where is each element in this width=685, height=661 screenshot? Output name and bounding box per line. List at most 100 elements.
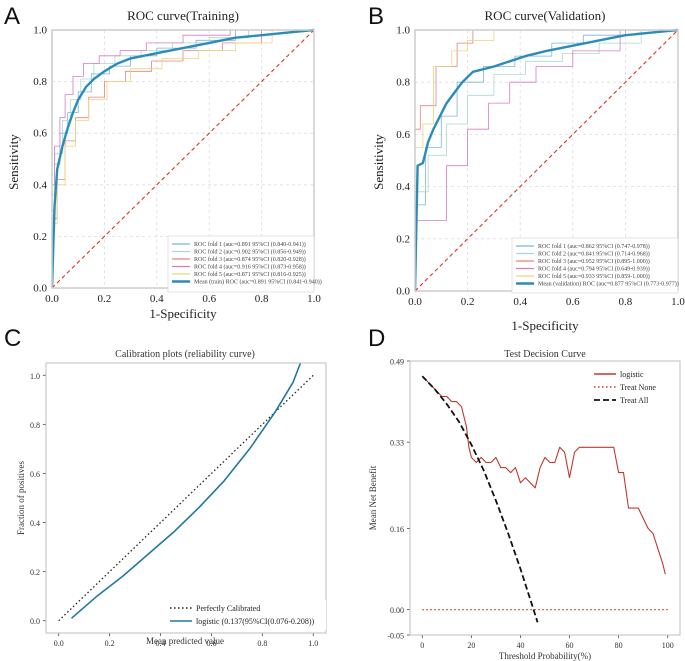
y-tick-label: 0.8: [396, 77, 410, 89]
y-axis-label: Sensitivity: [371, 134, 386, 190]
legend-label: Mean (validation) ROC (auc=0.877 95%CI (…: [538, 281, 679, 288]
x-tick-label: 0: [420, 641, 424, 650]
chart-title: ROC curve(Validation): [485, 8, 606, 23]
legend-label: ROC fold 2 (auc=0.841 95%CI (0.714-0.968…: [538, 251, 650, 258]
y-tick-label: 0.8: [30, 421, 40, 430]
y-tick-label: 0.4: [30, 519, 40, 528]
legend-label: Perfectly Calibrated: [196, 604, 260, 613]
x-tick-label: 1.0: [671, 296, 685, 308]
x-tick-label: 40: [516, 641, 524, 650]
x-tick-label: 0.6: [566, 296, 580, 308]
y-axis-label: Fraction of positives: [16, 461, 26, 535]
y-axis-label: Mean Net Benefit: [368, 465, 378, 530]
legend-label: Mean (train) ROC (auc=0.891 95%CI (0.841…: [194, 279, 322, 286]
y-tick-label: 0.8: [33, 76, 47, 88]
series-line-3: [52, 29, 314, 288]
panel-label-a: A: [4, 3, 20, 30]
series-line-5: [52, 28, 315, 289]
x-tick-label: 0.8: [257, 639, 267, 648]
x-tick-label: 0.4: [513, 296, 527, 308]
series-line-chance: [52, 29, 315, 289]
series-group: [58, 362, 314, 622]
chart-title: Test Decision Curve: [504, 349, 586, 360]
series-group: [421, 375, 668, 623]
y-tick-label: 0.0: [33, 283, 47, 295]
legend-label: ROC fold 1 (auc=0.891 95%CI (0.840-0.941…: [194, 241, 306, 248]
legend: ROC fold 1 (auc=0.891 95%CI (0.840-0.941…: [167, 235, 322, 293]
ticks: 0.0 0.2 0.4 0.6 0.8 1.0 0.0 0.2 0.4 0.6 0.8 1.0: [30, 372, 318, 648]
series-line-2: [421, 375, 539, 623]
legend-label: Treat None: [620, 383, 656, 392]
y-tick-label: 0.4: [33, 179, 47, 191]
y-tick-label: 0.0: [30, 617, 40, 626]
x-tick-label: 0.0: [408, 296, 422, 308]
y-tick-label: -0.05: [387, 632, 404, 641]
x-tick-label: 0.8: [255, 293, 269, 305]
y-tick-label: 0.2: [396, 233, 410, 245]
series-line-3: [415, 29, 678, 291]
series-group: [52, 28, 315, 289]
series-line-2: [52, 29, 314, 288]
y-tick-label: 1.0: [33, 25, 47, 37]
series-line-1: [415, 29, 678, 291]
y-axis-label: Sensitivity: [6, 134, 21, 190]
x-axis-label: 1-Specificity: [149, 306, 217, 321]
x-tick-label: 80: [615, 641, 623, 650]
series-line-1: [70, 362, 302, 619]
x-tick-label: 0.2: [105, 639, 115, 648]
y-tick-label: 0.49: [390, 358, 404, 367]
x-tick-label: 1.0: [308, 639, 318, 648]
series-group: [415, 28, 679, 292]
x-tick-label: 0.4: [156, 639, 166, 648]
panel-label-b: B: [368, 3, 384, 30]
y-tick-label: 0.4: [396, 181, 410, 193]
legend-label: ROC fold 4 (auc=0.794 95%CI (0.649-0.939…: [538, 266, 650, 273]
y-tick-label: 0.0: [396, 286, 410, 298]
legend-box: [511, 237, 679, 294]
y-tick-label: 0.16: [390, 525, 404, 534]
legend-label: ROC fold 2 (auc=0.902 95%CI (0.856-0.949…: [194, 249, 306, 256]
roc-training-chart: ROC curve(Training) 1-Specificity Sensit…: [6, 8, 322, 321]
ticks: 0.0 0.2 0.4 0.6 0.8 1.0 0.0 0.2 0.4 0.6 0.8 1.0: [33, 25, 321, 306]
x-tick-label: 0.2: [98, 293, 112, 305]
series-line-0: [415, 29, 678, 291]
x-tick-label: 0.6: [202, 293, 216, 305]
legend: ROC fold 1 (auc=0.862 95%CI (0.747-0.978…: [511, 237, 679, 294]
x-axis-label: Mean predicted value: [146, 636, 224, 646]
x-axis-label: Threshold Probability(%): [499, 651, 591, 661]
legend-label: logistic: [620, 370, 644, 379]
plot-frame: [409, 360, 681, 636]
series-line-5: [415, 28, 679, 292]
y-tick-label: 0.6: [396, 129, 410, 141]
ticks: 0.0 0.2 0.4 0.6 0.8 1.0 0.0 0.2 0.4 0.6 0.8 1.0: [396, 25, 685, 309]
x-tick-label: 0.0: [54, 639, 64, 648]
panel-label-d: D: [368, 325, 385, 352]
legend-label: ROC fold 3 (auc=0.952 95%CI (0.895-1.000…: [538, 258, 650, 265]
legend-label: ROC fold 5 (auc=0.933 95%CI (0.859-1.000…: [538, 273, 650, 280]
series-line-0: [421, 375, 666, 575]
y-tick-label: 1.0: [396, 25, 410, 37]
legend-box: [167, 235, 315, 293]
x-tick-label: 0.6: [206, 639, 216, 648]
x-tick-label: 1.0: [307, 293, 321, 305]
y-tick-label: 0.00: [390, 606, 404, 615]
legend-label: logistic (0.137(95%CI(0.076-0.208)): [196, 617, 315, 626]
legend-label: Treat All: [620, 396, 649, 405]
chart-title: ROC curve(Training): [127, 8, 239, 23]
legend-label: ROC fold 5 (auc=0.871 95%CI (0.816-0.925…: [194, 271, 306, 278]
plot-frame: [45, 362, 327, 634]
legend-label: ROC fold 3 (auc=0.874 95%CI (0.820-0.928…: [194, 256, 306, 263]
x-tick-label: 100: [662, 641, 674, 650]
y-tick-label: 0.33: [390, 439, 404, 448]
series-line-chance: [415, 29, 679, 292]
legend-label: ROC fold 1 (auc=0.862 95%CI (0.747-0.978…: [538, 243, 650, 250]
x-tick-label: 0.4: [150, 293, 164, 305]
decision-curve-chart: Test Decision Curve Threshold Probabilit…: [368, 349, 681, 661]
y-tick-label: 0.2: [30, 568, 40, 577]
x-tick-label: 60: [566, 641, 574, 650]
legend: Perfectly Calibrated logistic (0.137(95%C…: [166, 600, 326, 630]
x-tick-label: 0.0: [45, 293, 59, 305]
y-tick-label: 1.0: [30, 372, 40, 381]
legend-label: ROC fold 4 (auc=0.916 95%CI (0.873-0.958…: [194, 264, 306, 271]
